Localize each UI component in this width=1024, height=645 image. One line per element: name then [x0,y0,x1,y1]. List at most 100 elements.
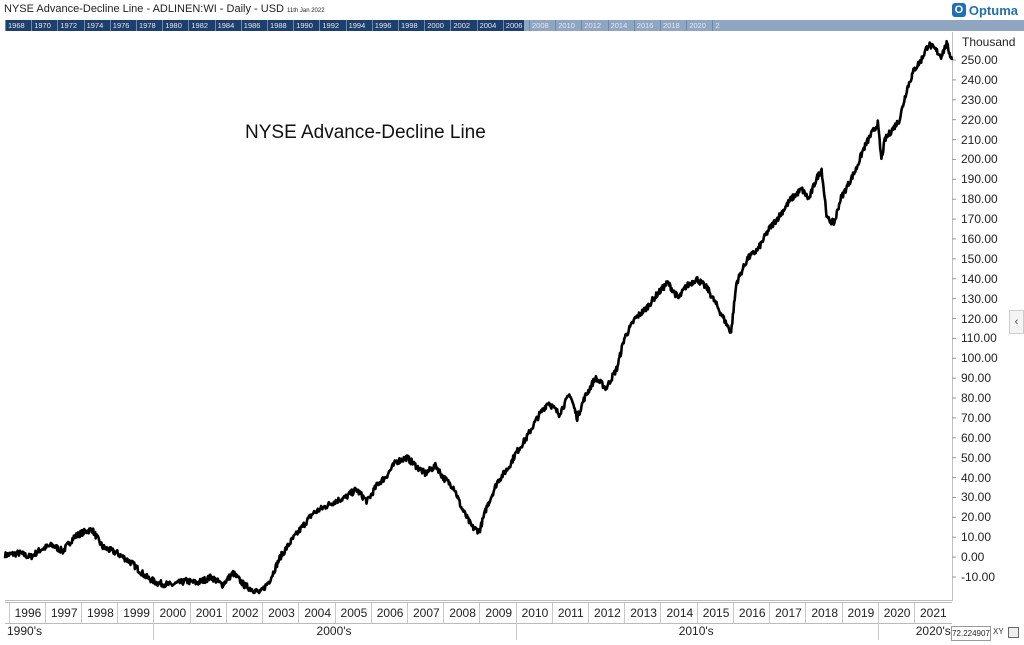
y-tick-label: 50.00 [961,450,992,465]
y-tick-label: 160.00 [961,231,998,246]
x-tick-label: 2018 [805,603,841,623]
x-tick-label: 2003 [262,603,298,623]
x-axis-years[interactable]: 1996 1997 1998 1999 2000 2001 2002 2003 2004 2005… [5,602,952,624]
x-tick-label: 2019 [841,603,878,623]
y-tick-label: 0.00 [961,550,985,565]
x-tick-label: 2013 [624,603,660,623]
x-tick-label: 2011 [551,603,588,623]
navigator-year: 1978 [136,20,156,31]
x-tick-label: 2014 [660,603,696,623]
x-tick-label: 2009 [479,603,515,623]
x-tick-label: 2020 [877,603,914,623]
navigator-year: 1980 [162,20,182,31]
navigator-year: 2 [712,20,720,31]
navigator-year: 2006 [502,20,522,31]
instrument-title: NYSE Advance-Decline Line - ADLINEN:WI -… [4,3,284,15]
y-tick-label: 120.00 [961,311,998,326]
x-tick-label: 2006 [370,603,407,623]
decade-separator [153,622,155,640]
x-tick-label: 1997 [44,603,81,623]
navigator-window[interactable] [524,20,1024,31]
cursor-value-readout: 72.224907 [951,626,991,641]
x-tick-label: 2001 [189,603,226,623]
navigator-year: 2004 [476,20,496,31]
decade-label: 1990's [7,624,42,638]
x-tick-label: 2017 [769,603,805,623]
navigator-year: 1968 [5,20,25,31]
navigator-year: 2014 [607,20,627,31]
header-date: 11th Jan 2022 [286,8,325,14]
x-tick-label: 2004 [298,603,334,623]
corner-button[interactable] [1008,627,1019,638]
y-tick-label: 170.00 [961,212,998,227]
y-tick-label: 240.00 [961,72,998,87]
y-tick-label: 30.00 [961,490,992,505]
x-tick-label: 2021 [913,603,950,623]
chart-title-header: NYSE Advance-Decline Line - ADLINEN:WI -… [4,3,325,15]
navigator-year: 2002 [450,20,470,31]
x-tick-label: 2015 [696,603,733,623]
x-tick-label: 1999 [117,603,153,623]
chevron-left-icon: ‹ [1014,316,1019,328]
y-tick-label: 40.00 [961,470,992,485]
navigator-year: 2020 [686,20,706,31]
navigator-year: 2018 [660,20,680,31]
x-tick-label: 1998 [81,603,117,623]
advance-decline-series-line [3,39,954,595]
y-tick-label: 60.00 [961,430,992,445]
y-tick-label: 70.00 [961,410,992,425]
xy-toggle-button[interactable]: XY [993,627,1004,636]
navigator-year: 1984 [214,20,234,31]
navigator-year: 1996 [371,20,391,31]
plot-area[interactable] [5,32,953,601]
x-tick-label: 2016 [732,603,769,623]
chart-annotation: NYSE Advance-Decline Line [245,122,486,143]
date-navigator[interactable]: 1968 1970 1972 1974 1976 1978 1980 1982 1984 1986… [5,20,1024,31]
y-axis-unit-label: Thousand [962,35,1016,49]
navigator-year: 1970 [31,20,51,31]
navigator-year: 1986 [240,20,260,31]
optuma-logo-icon: O [951,3,966,17]
y-tick-label: 210.00 [961,132,998,147]
y-tick-label: 190.00 [961,172,998,187]
y-tick-label: 90.00 [961,371,992,386]
y-tick-label: 180.00 [961,192,998,207]
navigator-year: 2016 [633,20,653,31]
y-tick-label: 110.00 [961,331,997,346]
y-tick-label: 150.00 [961,251,998,266]
navigator-year: 1988 [267,20,287,31]
optuma-logo-text: Optuma [968,2,1018,18]
navigator-year: 2000 [424,20,444,31]
title-bar: NYSE Advance-Decline Line - ADLINEN:WI -… [0,0,1024,20]
navigator-year: 1982 [188,20,208,31]
y-tick-label: 10.00 [961,530,992,545]
navigator-year: 2012 [581,20,601,31]
decade-separator [877,622,879,640]
x-tick-label: 2012 [588,603,624,623]
optuma-logo: O Optuma [951,1,1018,19]
x-tick-label: 2010 [515,603,552,623]
x-tick-label: 2007 [406,603,443,623]
navigator-year: 1998 [398,20,418,31]
navigator-year: 1976 [109,20,129,31]
y-tick-label: -10.00 [961,570,996,584]
navigator-year: 1972 [57,20,77,31]
x-tick-label: 1996 [8,603,45,623]
x-tick-label: 2005 [334,603,371,623]
navigator-year: 1994 [345,20,365,31]
decade-label: 2000's [316,624,352,638]
navigator-year: 2008 [529,20,549,31]
navigator-year: 1990 [293,20,313,31]
y-tick-label: 100.00 [961,351,998,366]
y-tick-label: 80.00 [961,391,992,406]
decade-label: 2020's [915,624,951,638]
collapse-panel-button[interactable]: ‹ [1009,310,1024,334]
x-tick-label: 2002 [225,603,262,623]
y-tick-label: 250.00 [961,53,998,67]
decade-separator [515,622,517,640]
navigator-year: 2010 [555,20,575,31]
y-tick-label: 20.00 [961,510,992,525]
navigator-year: 1992 [319,20,339,31]
y-tick-label: 130.00 [961,291,998,306]
